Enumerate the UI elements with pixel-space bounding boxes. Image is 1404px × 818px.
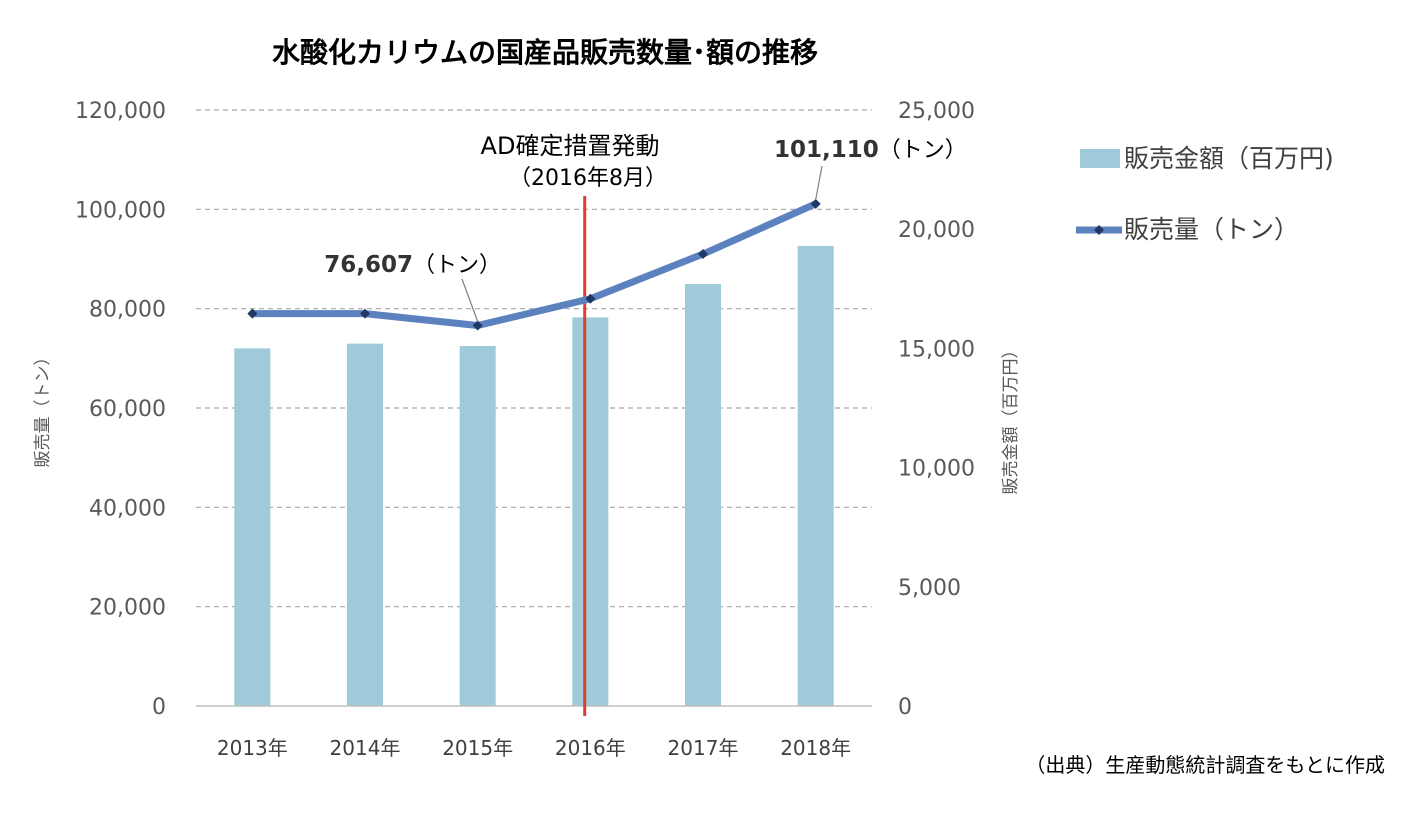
legend-bar-label: 販売金額（百万円)	[1124, 144, 1334, 173]
bar-series	[234, 245, 834, 706]
bar	[347, 343, 383, 706]
annotation-2015-value: 76,607	[324, 252, 413, 278]
chart-title: 水酸化カリウムの国産品販売数量･額の推移	[272, 36, 818, 69]
annotation-leader-2015	[461, 278, 479, 322]
right-tick-label: 0	[898, 695, 912, 720]
ad-event-label: AD確定措置発動	[481, 132, 660, 160]
annotation-leader-2018	[815, 165, 823, 200]
left-tick-label: 80,000	[89, 298, 166, 323]
left-tick-label: 0	[152, 695, 166, 720]
x-tick-label: 2017年	[668, 736, 739, 760]
line-point	[472, 320, 483, 331]
line-point	[247, 308, 258, 319]
source-note: （出典）生産動態統計調査をもとに作成	[1025, 753, 1385, 777]
bar	[234, 348, 271, 706]
ad-event-date: （2016年8月）	[509, 166, 667, 191]
legend-line-marker	[1094, 225, 1104, 235]
line-point	[360, 308, 370, 319]
right-tick-label: 25,000	[898, 99, 975, 124]
right-tick-label: 5,000	[898, 576, 961, 601]
x-tick-label: 2013年	[217, 736, 288, 760]
right-axis-label: 販売金額（百万円）	[1001, 342, 1021, 495]
bar	[459, 346, 496, 706]
x-tick-label: 2016年	[555, 736, 626, 760]
line-series	[247, 198, 821, 331]
x-tick-label: 2015年	[442, 736, 513, 760]
annotation-2018-value: 101,110	[774, 137, 879, 163]
sales-volume-line	[252, 200, 818, 330]
left-tick-label: 100,000	[75, 198, 166, 223]
line-point	[810, 198, 821, 209]
annotation-2018: 101,110（トン）	[774, 137, 967, 163]
left-tick-label: 40,000	[89, 496, 166, 521]
right-tick-label: 20,000	[898, 218, 975, 243]
left-tick-label: 20,000	[89, 596, 166, 621]
left-tick-label: 120,000	[75, 99, 166, 124]
right-axis-ticks: 0 5,000 10,000 15,000 20,000 25,000	[898, 99, 975, 720]
annotation-2018-unit: （トン）	[879, 138, 967, 163]
bar	[572, 317, 609, 706]
x-axis-ticks: 2013年 2014年 2015年 2016年 2017年 2018年	[217, 736, 851, 760]
left-axis-label: 販売量（トン）	[33, 349, 53, 468]
legend-bar-swatch	[1080, 149, 1120, 168]
line-point	[698, 249, 708, 260]
left-axis-ticks: 0 20,000 40,000 60,000 80,000 100,000 120,000	[75, 99, 166, 720]
annotation-2015-unit: （トン）	[413, 253, 501, 278]
x-tick-label: 2014年	[330, 736, 401, 760]
x-tick-label: 2018年	[780, 736, 851, 760]
right-tick-label: 15,000	[898, 337, 975, 362]
line-point	[585, 293, 596, 304]
annotation-2015: 76,607（トン）	[324, 252, 501, 278]
left-tick-label: 60,000	[89, 397, 166, 422]
bar	[685, 284, 721, 706]
bar	[797, 245, 834, 706]
legend-line-label: 販売量（トン）	[1124, 215, 1299, 244]
right-tick-label: 10,000	[898, 457, 975, 482]
